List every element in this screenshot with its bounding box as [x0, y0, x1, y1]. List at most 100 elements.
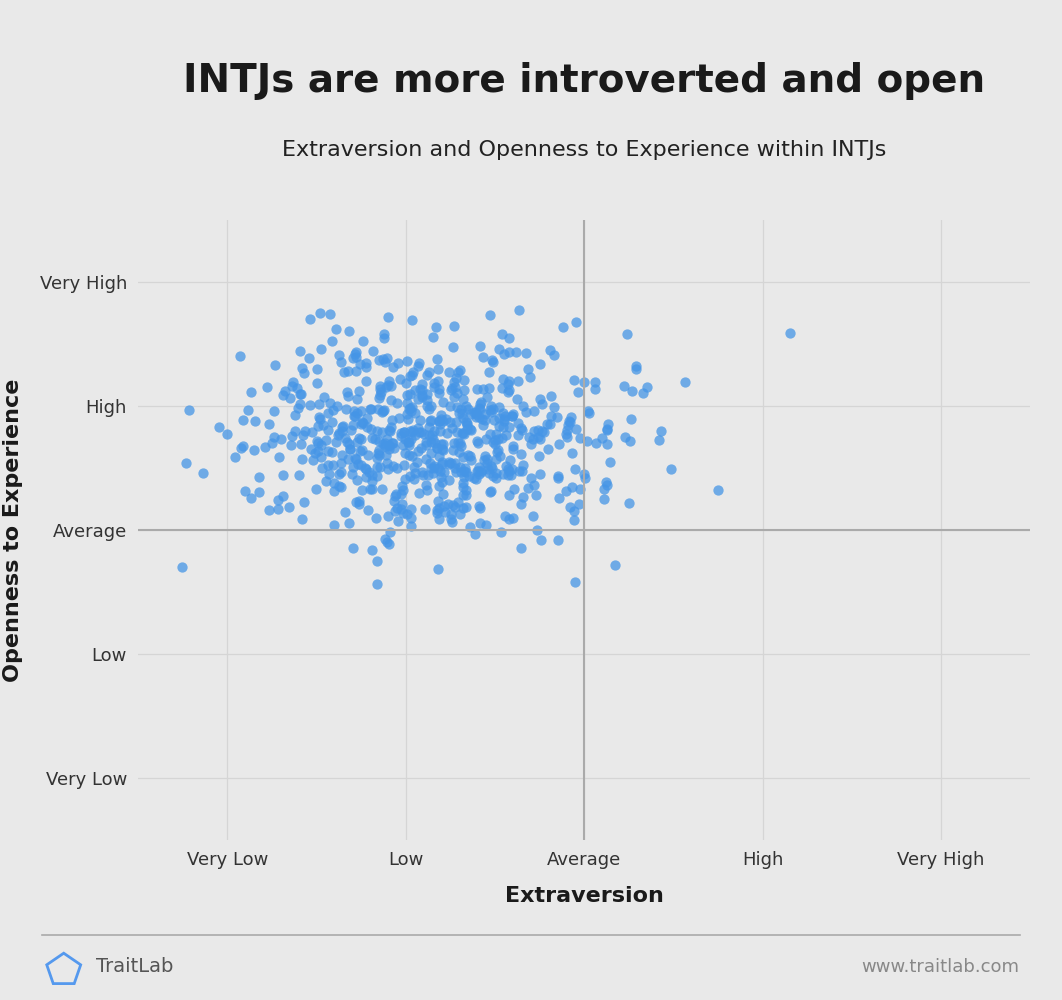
Point	[510, 427, 527, 443]
Point	[481, 465, 498, 481]
Point	[405, 422, 422, 438]
Point	[470, 498, 487, 514]
Point	[433, 407, 450, 423]
Point	[550, 470, 567, 486]
Point	[303, 441, 320, 457]
Point	[565, 503, 582, 519]
Point	[293, 511, 310, 527]
Point	[458, 464, 475, 480]
Point	[280, 499, 297, 515]
Point	[457, 482, 474, 498]
Point	[490, 442, 507, 458]
Point	[474, 411, 491, 427]
Point	[413, 387, 430, 403]
Point	[441, 454, 458, 470]
Point	[501, 452, 518, 468]
Point	[545, 347, 562, 363]
Point	[481, 426, 498, 442]
Point	[447, 379, 464, 395]
Point	[500, 382, 517, 398]
Point	[425, 431, 442, 447]
Point	[219, 426, 236, 442]
Point	[570, 496, 587, 512]
Point	[531, 356, 548, 372]
Point	[452, 506, 469, 522]
Point	[551, 436, 568, 452]
Point	[332, 455, 349, 471]
Point	[402, 501, 419, 517]
Point	[320, 422, 337, 438]
Point	[449, 434, 466, 450]
Point	[372, 459, 389, 475]
Point	[266, 429, 282, 445]
Point	[440, 496, 457, 512]
Point	[599, 436, 616, 452]
Point	[281, 390, 298, 406]
Point	[400, 401, 417, 417]
Point	[476, 406, 493, 422]
Point	[417, 477, 434, 493]
Point	[451, 459, 468, 475]
Point	[400, 437, 417, 453]
Point	[558, 426, 575, 442]
Point	[535, 424, 552, 440]
Point	[295, 365, 312, 381]
Point	[362, 421, 379, 437]
Point	[512, 446, 529, 462]
Point	[487, 470, 504, 486]
Point	[350, 430, 367, 446]
Point	[348, 472, 365, 488]
Point	[468, 381, 485, 397]
Point	[414, 376, 431, 392]
Point	[377, 531, 394, 547]
Point	[487, 426, 504, 442]
Point	[397, 471, 414, 487]
Point	[409, 454, 426, 470]
Point	[399, 406, 416, 422]
Point	[566, 574, 583, 590]
Point	[340, 323, 357, 339]
Point	[782, 325, 799, 341]
Point	[511, 463, 528, 479]
Point	[444, 339, 461, 355]
Point	[332, 354, 349, 370]
Point	[413, 389, 430, 405]
Point	[461, 468, 478, 484]
Point	[404, 424, 421, 440]
Point	[302, 397, 319, 413]
Point	[451, 405, 468, 421]
Point	[651, 432, 668, 448]
Point	[386, 493, 402, 509]
X-axis label: Extraversion: Extraversion	[504, 886, 664, 906]
Point	[499, 461, 516, 477]
Point	[441, 472, 458, 488]
Point	[376, 354, 393, 370]
Point	[482, 398, 499, 414]
Point	[246, 442, 263, 458]
Point	[433, 411, 450, 427]
Point	[344, 417, 361, 433]
Point	[532, 532, 549, 548]
Point	[460, 401, 477, 417]
Text: Extraversion and Openness to Experience within INTJs: Extraversion and Openness to Experience …	[281, 140, 887, 160]
Point	[469, 463, 486, 479]
Point	[561, 414, 578, 430]
Point	[526, 477, 543, 493]
Point	[446, 455, 463, 471]
Point	[436, 504, 453, 520]
Point	[587, 435, 604, 451]
Point	[392, 501, 409, 517]
Point	[409, 420, 426, 436]
Point	[511, 302, 528, 318]
Point	[311, 305, 328, 321]
Point	[353, 457, 370, 473]
Point	[412, 440, 429, 456]
Point	[487, 436, 504, 452]
Point	[379, 377, 396, 393]
Point	[320, 457, 337, 473]
Point	[284, 428, 301, 444]
Point	[491, 410, 508, 426]
Point	[529, 522, 546, 538]
Point	[499, 376, 516, 392]
Point	[313, 460, 330, 476]
